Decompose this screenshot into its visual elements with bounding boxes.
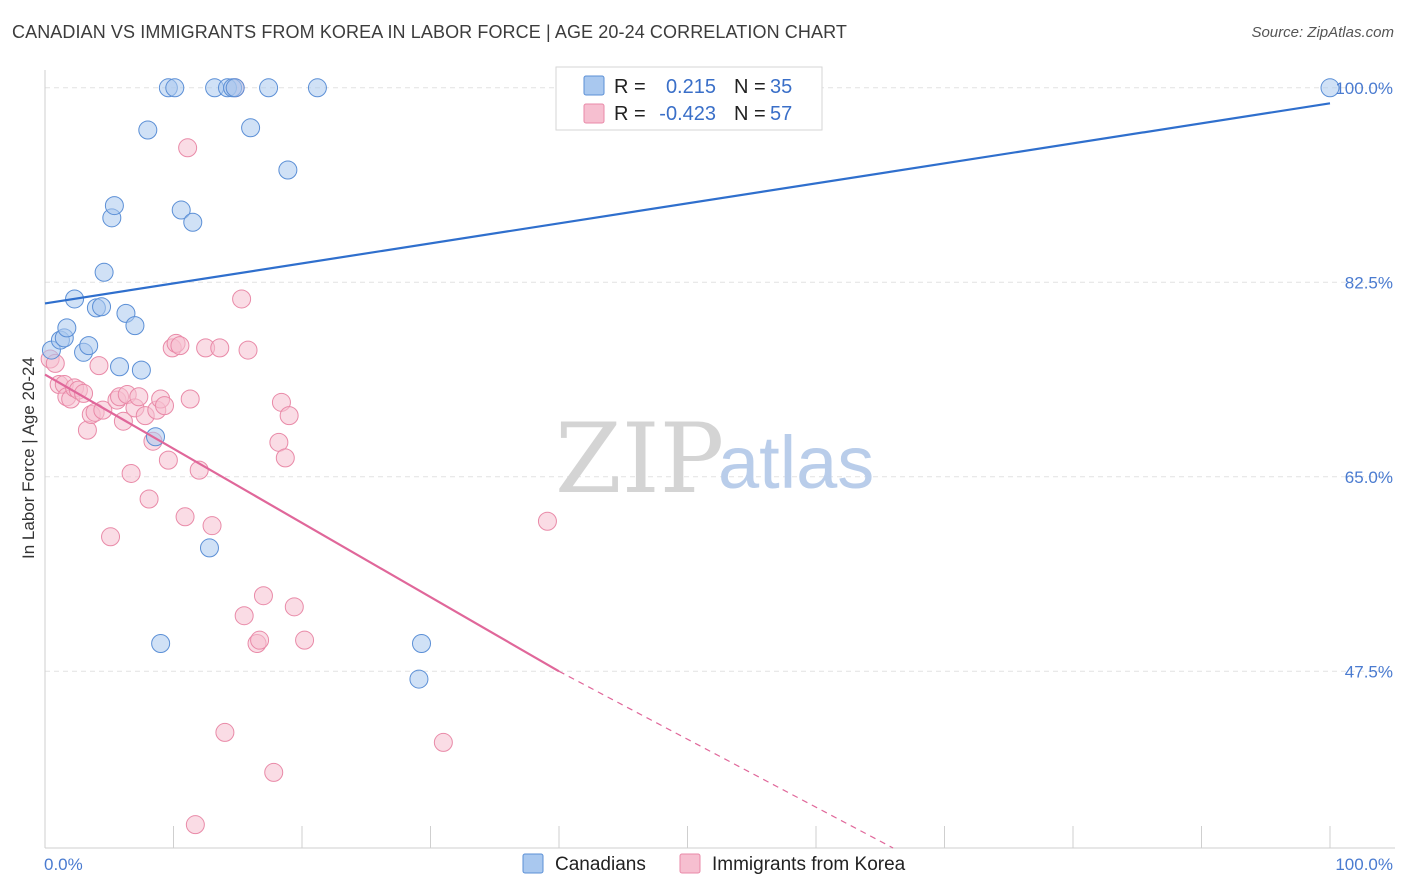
series-korea-points xyxy=(40,78,557,835)
legend-n-label-1: N = xyxy=(734,76,766,98)
legend-r-value-1: 0.215 xyxy=(666,76,716,98)
point-canadians xyxy=(409,669,429,689)
point-korea xyxy=(210,338,230,358)
point-canadians xyxy=(92,297,112,317)
point-korea xyxy=(74,383,94,403)
point-korea xyxy=(279,406,299,426)
legend-n-value-2: 57 xyxy=(770,103,792,125)
point-canadians xyxy=(278,160,298,180)
point-korea xyxy=(185,815,205,835)
source-label: Source: ZipAtlas.com xyxy=(1251,24,1394,41)
series-legend: Canadians Immigrants from Korea xyxy=(522,853,906,875)
point-canadians xyxy=(199,538,219,558)
legend-swatch-blue xyxy=(583,75,605,96)
point-korea xyxy=(284,597,304,617)
point-canadians xyxy=(241,118,261,138)
point-korea xyxy=(178,138,198,158)
series-legend-label-korea: Immigrants from Korea xyxy=(712,854,906,875)
point-korea xyxy=(215,722,235,742)
y-tick-label: 100.0% xyxy=(1335,79,1393,98)
point-korea xyxy=(238,340,258,360)
point-canadians xyxy=(57,318,77,338)
point-korea xyxy=(202,516,222,536)
point-korea xyxy=(253,586,273,606)
series-legend-swatch-korea xyxy=(679,853,701,874)
point-canadians xyxy=(125,316,145,336)
trend-line-korea-extension xyxy=(558,670,894,849)
point-korea xyxy=(250,630,270,650)
series-legend-swatch-canadians xyxy=(522,853,544,874)
y-axis-tick-labels: 47.5% 65.0% 82.5% 100.0% xyxy=(1335,79,1393,681)
y-tick-label: 82.5% xyxy=(1345,273,1393,292)
legend-swatch-pink xyxy=(583,103,605,124)
watermark-zip: ZIP xyxy=(555,403,724,515)
trend-line-korea xyxy=(44,373,560,673)
point-canadians xyxy=(79,336,99,356)
point-korea xyxy=(129,387,149,407)
y-axis-label: In Labor Force | Age 20-24 xyxy=(19,357,38,559)
trend-lines xyxy=(44,102,1331,849)
point-canadians xyxy=(183,212,203,232)
point-korea xyxy=(537,511,557,531)
point-korea xyxy=(234,606,254,626)
point-korea xyxy=(175,507,195,527)
point-korea xyxy=(264,762,284,782)
grid-lines xyxy=(45,87,1395,672)
point-canadians xyxy=(110,357,130,377)
series-canadians-points xyxy=(41,78,1340,689)
point-canadians xyxy=(225,78,245,98)
y-tick-label: 47.5% xyxy=(1345,662,1393,681)
x-tick-label-max: 100.0% xyxy=(1335,855,1393,874)
point-korea xyxy=(295,630,315,650)
point-canadians xyxy=(131,360,151,380)
point-korea xyxy=(275,448,295,468)
axes xyxy=(44,70,1395,849)
point-korea xyxy=(170,336,190,356)
point-canadians xyxy=(104,196,124,216)
point-canadians xyxy=(307,78,327,98)
x-axis-ticks xyxy=(44,826,1331,848)
point-korea xyxy=(101,527,121,547)
point-canadians xyxy=(412,633,432,653)
y-tick-label: 65.0% xyxy=(1345,468,1393,487)
point-korea xyxy=(180,389,200,409)
point-canadians xyxy=(94,262,114,282)
legend-n-value-1: 35 xyxy=(770,76,792,98)
legend-r-label-2: R = xyxy=(614,103,646,125)
point-korea xyxy=(232,289,252,309)
series-legend-label-canadians: Canadians xyxy=(555,854,646,875)
point-canadians xyxy=(151,633,171,653)
point-korea xyxy=(139,489,159,509)
point-korea xyxy=(121,463,141,483)
chart-title: CANADIAN VS IMMIGRANTS FROM KOREA IN LAB… xyxy=(12,22,847,42)
point-canadians xyxy=(171,200,191,220)
point-korea xyxy=(158,450,178,470)
point-canadians xyxy=(165,78,185,98)
point-canadians xyxy=(1320,78,1340,98)
trend-line-canadians xyxy=(44,102,1331,305)
point-korea xyxy=(77,420,97,440)
watermark-atlas: atlas xyxy=(718,421,874,504)
x-tick-label-min: 0.0% xyxy=(44,855,83,874)
point-korea xyxy=(155,396,175,416)
point-canadians xyxy=(259,78,279,98)
correlation-legend: R = 0.215 N = 35 R = -0.423 N = 57 xyxy=(555,66,823,131)
legend-r-value-2: -0.423 xyxy=(659,103,716,125)
point-korea xyxy=(89,356,109,376)
legend-n-label-2: N = xyxy=(734,103,766,125)
point-canadians xyxy=(138,120,158,140)
legend-r-label-1: R = xyxy=(614,76,646,98)
point-korea xyxy=(433,732,453,752)
